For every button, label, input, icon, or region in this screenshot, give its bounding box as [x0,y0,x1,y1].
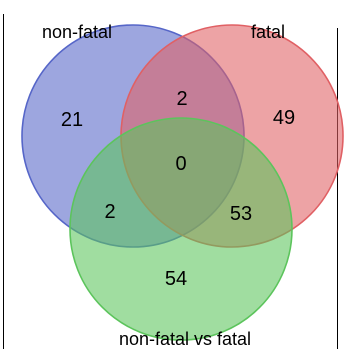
set-label-non-fatal-vs-fatal: non-fatal vs fatal [119,329,251,349]
count-non-fatal-and-fatal: 2 [176,88,187,110]
count-only-non-fatal-vs-fatal: 54 [165,268,187,290]
count-only-non-fatal: 21 [61,109,83,131]
count-non-fatal-and-non-fatal-vs-fatal: 2 [104,201,115,223]
frame-right-border [337,28,338,349]
count-only-fatal: 49 [273,107,295,129]
set-circle-non-fatal-vs-fatal [69,117,293,341]
set-label-non-fatal: non-fatal [42,22,112,42]
count-fatal-and-non-fatal-vs-fatal: 53 [230,203,252,225]
set-label-fatal: fatal [251,22,285,42]
frame-left-border [3,14,4,349]
count-all-three: 0 [175,153,186,175]
